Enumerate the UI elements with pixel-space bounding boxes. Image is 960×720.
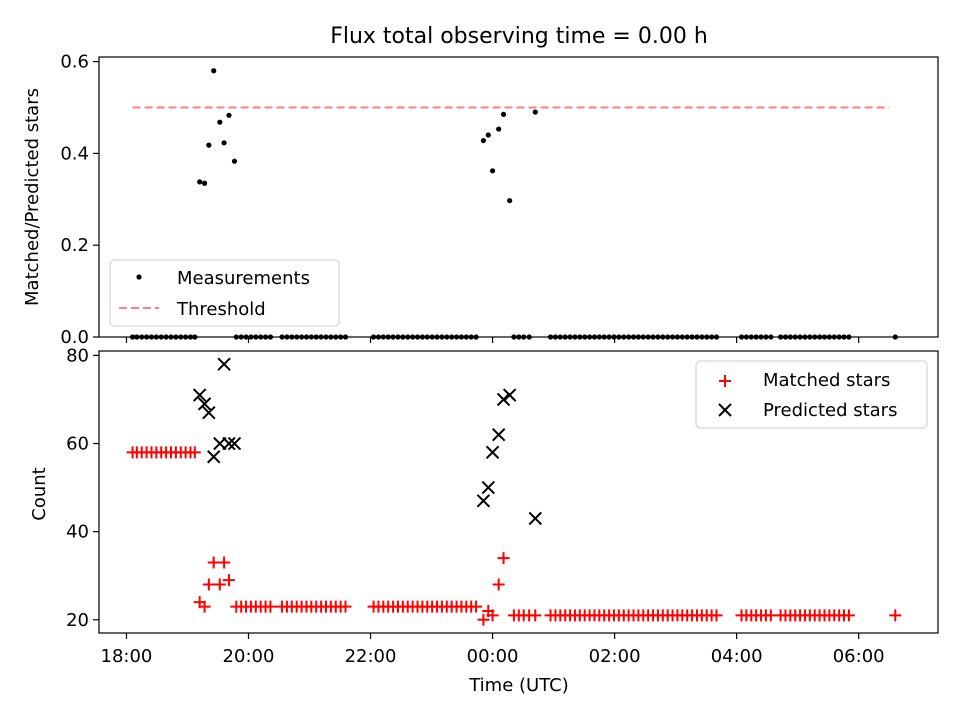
bottom-marks [126,357,902,626]
measurement-point [507,198,513,204]
matched-star-point [218,556,231,569]
bottom-y-tick-label: 60 [66,434,89,455]
matched-star-point [529,609,542,622]
bottom-y-tick-label: 40 [66,522,89,543]
legend-predicted-label: Predicted stars [763,400,897,421]
predicted-star-point [476,494,491,508]
predicted-star-point [202,405,216,420]
predicted-star-point [197,397,212,411]
predicted-star-point [485,445,500,460]
x-tick-label: 04:00 [711,646,763,667]
measurement-point [532,109,538,115]
legend-predicted-marker [718,403,732,417]
bottom-legend-frame [695,360,928,429]
legend-matched-marker [719,375,731,387]
chart-title: Flux total observing time = 0.00 h [330,24,708,49]
measurement-point [226,112,232,118]
matched-star-point [470,600,483,613]
x-tick-label: 06:00 [833,646,885,667]
matched-star-point [497,552,510,565]
matched-star-point [264,600,277,613]
predicted-star-point [481,480,496,495]
top-y-tick-label: 0.6 [60,52,89,73]
bottom-panel: 20 40 60 80 18:00 20:00 22:00 00:00 02:00 04:00 06… [29,345,939,696]
x-tick-label: 18:00 [101,646,153,667]
predicted-star-point [227,436,242,451]
matched-star-point [477,613,490,626]
measurement-point [197,179,203,185]
predicted-star-point [207,450,221,464]
measurement-point [231,158,238,164]
measurement-point [485,132,491,138]
matched-star-point [710,609,723,622]
matched-star-point [339,600,352,613]
predicted-star-point [491,428,506,442]
predicted-star-point [528,511,542,526]
top-legend: Measurements Threshold [109,259,340,327]
matched-star-point [188,446,201,459]
predicted-star-point [502,388,517,402]
matched-star-point [213,578,226,591]
bottom-ticks: 20 40 60 80 18:00 20:00 22:00 00:00 02:00 04:00 06… [66,345,885,667]
matched-star-point [202,578,215,591]
measurement-point [221,140,227,146]
top-legend-frame [109,259,340,327]
bottom-y-tick-label: 80 [66,345,89,366]
top-y-tick-label: 0.0 [60,327,89,348]
x-tick-label: 02:00 [589,646,641,667]
matched-star-point [207,556,220,569]
predicted-star-point [496,392,511,407]
measurement-point [489,168,496,174]
x-tick-label: 00:00 [467,646,519,667]
measurement-point [217,119,223,125]
predicted-star-point [192,388,207,402]
top-axes-frame [98,56,939,338]
predicted-star-point [217,357,231,371]
matched-star-point [486,609,499,622]
top-y-tick-label: 0.4 [60,143,89,164]
measurement-point [480,137,487,144]
top-ticks: 0.0 0.2 0.4 0.6 [60,52,860,348]
measurement-point [201,180,208,186]
bottom-axes-frame [98,350,939,634]
measurement-point [211,68,217,74]
matched-star-point [492,578,505,591]
x-axis-label: Time (UTC) [468,675,569,696]
legend-matched-label: Matched stars [763,370,890,391]
matched-star-point [222,574,235,587]
predicted-star-point [222,436,236,451]
matched-star-point [889,609,902,622]
measurement-point [496,126,502,132]
top-y-axis-label: Matched/Predicted stars [22,88,43,306]
legend-measurements-label: Measurements [177,268,310,289]
bottom-legend: Matched stars Predicted stars [695,360,928,429]
legend-measurements-marker [136,274,142,280]
top-panel: 0.0 0.2 0.4 0.6 Matched/Predicted stars Mea… [22,52,939,348]
matched-star-point [842,609,855,622]
measurement-point [206,142,212,148]
x-tick-label: 20:00 [223,646,275,667]
x-tick-label: 22:00 [345,646,397,667]
bottom-y-axis-label: Count [29,467,50,520]
matched-star-point [198,600,211,613]
measurement-point [500,111,507,117]
legend-threshold-label: Threshold [176,299,266,320]
bottom-y-tick-label: 20 [66,610,89,631]
top-y-tick-label: 0.2 [60,235,89,256]
